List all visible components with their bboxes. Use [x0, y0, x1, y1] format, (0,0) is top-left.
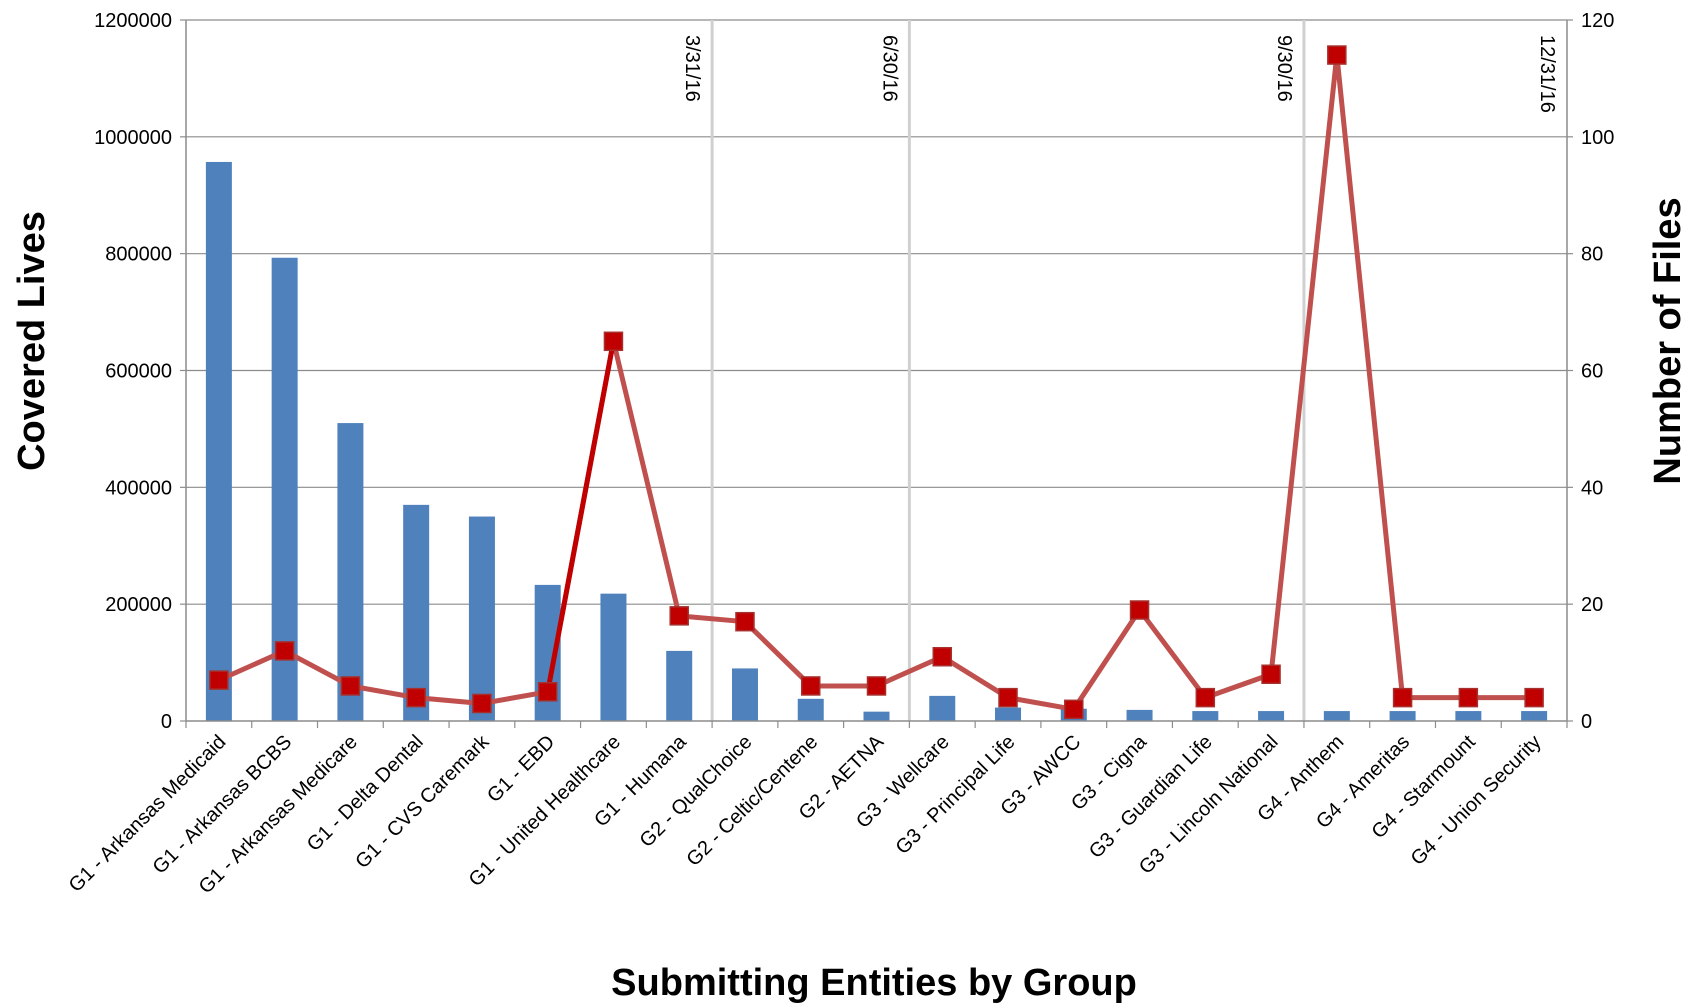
line-marker — [800, 676, 821, 696]
line-marker — [406, 687, 426, 708]
bar-series — [205, 161, 1548, 721]
bar — [205, 161, 232, 721]
category-label: G1 - Delta Dental — [303, 731, 428, 856]
gridlines — [180, 19, 1573, 722]
bar — [797, 698, 824, 721]
quarter-label: 12/31/16 — [1536, 35, 1558, 113]
y2-tick-label: 120 — [1581, 10, 1614, 32]
bar — [1455, 711, 1482, 721]
line-marker — [603, 331, 624, 352]
line-marker — [669, 606, 689, 626]
line-marker — [1261, 664, 1281, 685]
y2-tick-label: 80 — [1581, 244, 1603, 266]
x-axis-title: Submitting Entities by Group — [611, 962, 1137, 1004]
bar — [337, 423, 364, 721]
bar — [1192, 711, 1219, 721]
y2-tick-label: 60 — [1581, 361, 1603, 383]
files-line-segment — [545, 340, 616, 693]
y-tick-label: 1200000 — [94, 10, 172, 32]
line-marker — [1327, 45, 1347, 65]
quarter-label: 9/30/16 — [1273, 35, 1295, 102]
line-marker — [472, 693, 492, 714]
y2-tick-label: 0 — [1581, 711, 1592, 733]
category-label: G3 - Principal Life — [892, 731, 1020, 859]
bar — [403, 504, 430, 721]
y2-axis-title: Number of Files — [1647, 197, 1689, 484]
line-marker — [866, 676, 887, 696]
bar — [863, 711, 890, 721]
bar — [1323, 711, 1350, 721]
y-tick-label: 400000 — [105, 477, 172, 499]
y-tick-label: 800000 — [105, 244, 172, 266]
bar — [468, 516, 495, 721]
bar — [1258, 711, 1285, 721]
line-marker — [274, 641, 295, 661]
category-label: G1 - CVS Caremark — [351, 730, 494, 873]
left-axis-ticks: 0 200000 400000 600000 800000 1000000 1200000 — [94, 10, 172, 733]
bar — [1126, 709, 1153, 721]
line-marker — [1524, 687, 1544, 708]
y-tick-label: 0 — [161, 711, 172, 733]
line-series — [209, 45, 1544, 720]
line-marker — [537, 682, 558, 702]
category-label: G4 - Union Security — [1407, 731, 1546, 870]
category-label: G2 - QualChoice — [636, 731, 757, 852]
line-marker — [340, 676, 361, 696]
line-marker — [735, 611, 755, 632]
axes — [185, 20, 1568, 728]
right-axis-ticks: 0 20 40 60 80 100 120 — [1581, 10, 1614, 733]
category-label: G3 - Guardian Life — [1085, 731, 1217, 863]
quarter-label: 6/30/16 — [878, 35, 900, 102]
bar — [929, 695, 956, 721]
y2-tick-label: 100 — [1581, 127, 1614, 149]
line-marker — [1458, 687, 1479, 708]
y-tick-label: 600000 — [105, 361, 172, 383]
line-marker — [1129, 600, 1150, 620]
line-marker — [1392, 687, 1413, 708]
bar — [1389, 711, 1416, 721]
line-marker — [209, 670, 229, 690]
line-marker — [932, 646, 953, 667]
bar — [666, 650, 693, 721]
y-tick-label: 200000 — [105, 594, 172, 616]
bar — [1521, 711, 1548, 721]
y2-tick-label: 40 — [1581, 477, 1603, 499]
y-axis-title: Covered Lives — [11, 211, 53, 471]
bar — [600, 593, 627, 721]
y-tick-label: 1000000 — [94, 127, 172, 149]
bar — [731, 668, 758, 721]
quarter-label: 3/31/16 — [681, 35, 703, 102]
bar — [995, 707, 1022, 721]
y2-tick-label: 20 — [1581, 594, 1603, 616]
line-marker — [1064, 699, 1084, 720]
line-marker — [998, 687, 1018, 708]
line-marker — [1195, 687, 1216, 708]
